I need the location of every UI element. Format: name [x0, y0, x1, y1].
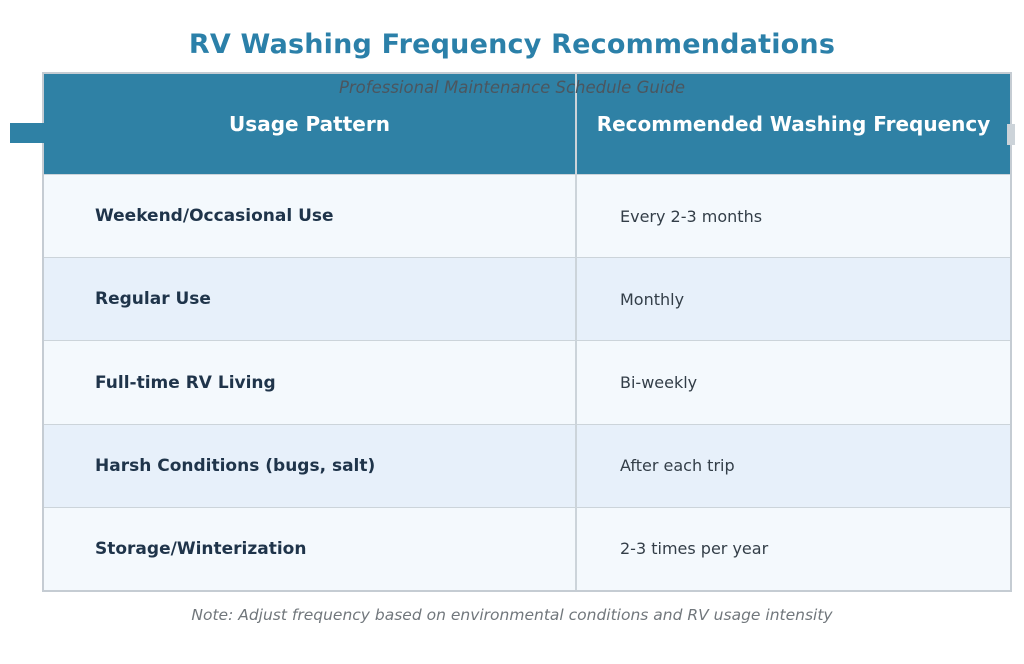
frequency-cell: Every 2-3 months	[575, 175, 1010, 258]
column-header-usage-pattern: Usage Pattern	[229, 112, 390, 136]
usage-cell: Storage/Winterization	[95, 538, 307, 559]
usage-cell: Harsh Conditions (bugs, salt)	[95, 455, 376, 476]
usage-cell: Weekend/Occasional Use	[95, 206, 334, 227]
frequency-cell: Monthly	[575, 258, 1010, 341]
table-header-row: Usage Pattern Recommended Washing Freque…	[44, 74, 1010, 174]
page-title: RV Washing Frequency Recommendations	[188, 29, 836, 60]
frequency-cell: Bi-weekly	[575, 341, 1010, 424]
footnote: Note: Adjust frequency based on environm…	[191, 606, 833, 624]
frequency-cell: After each trip	[575, 424, 1010, 507]
table-row: Regular Use Monthly	[44, 257, 1010, 341]
table-row: Harsh Conditions (bugs, salt) After each…	[44, 423, 1010, 507]
usage-cell: Regular Use	[95, 289, 211, 310]
column-header-washing-frequency: Recommended Washing Frequency	[575, 74, 1010, 174]
left-edge-tab	[10, 123, 44, 143]
usage-cell: Full-time RV Living	[95, 372, 276, 393]
table-row: Storage/Winterization 2-3 times per year	[44, 506, 1010, 591]
subtitle: Professional Maintenance Schedule Guide	[338, 78, 686, 97]
right-edge-tab	[1007, 124, 1015, 145]
recommendations-table: Usage Pattern Recommended Washing Freque…	[42, 72, 1012, 592]
frequency-cell: 2-3 times per year	[575, 507, 1010, 591]
table-row: Weekend/Occasional Use Every 2-3 months	[44, 174, 1010, 258]
table-row: Full-time RV Living Bi-weekly	[44, 340, 1010, 424]
